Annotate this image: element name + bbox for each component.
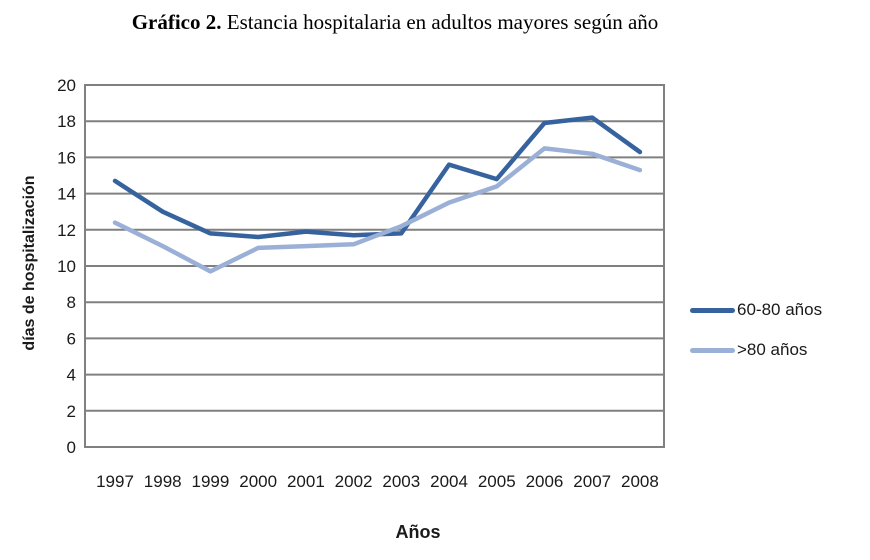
legend: 60-80 años >80 años (690, 300, 822, 360)
legend-line-sample-over-80 (690, 347, 735, 353)
y-tick-label: 14 (57, 185, 76, 204)
x-tick-label: 2008 (621, 472, 659, 491)
y-tick-label: 4 (67, 366, 76, 385)
x-tick-label: 2001 (287, 472, 325, 491)
y-tick-label: 20 (57, 76, 76, 95)
y-tick-label: 6 (67, 329, 76, 348)
page-title: Gráfico 2. Estancia hospitalaria en adul… (0, 10, 790, 35)
x-tick-label: 2006 (526, 472, 564, 491)
y-tick-label: 12 (57, 221, 76, 240)
title-prefix: Gráfico 2. (131, 10, 222, 34)
y-tick-label: 16 (57, 148, 76, 167)
y-tick-label: 18 (57, 112, 76, 131)
y-tick-label: 8 (67, 293, 76, 312)
x-tick-label: 2000 (239, 472, 277, 491)
plot-border (84, 84, 665, 448)
x-tick-label: 2007 (573, 472, 611, 491)
legend-label-60-80: 60-80 años (737, 300, 823, 319)
x-tick-label: 2003 (382, 472, 420, 491)
y-tick-label: 10 (57, 257, 76, 276)
series-line-1 (112, 146, 643, 274)
title-text: Estancia hospitalaria en adultos mayores… (221, 10, 659, 34)
series-line-0 (112, 115, 643, 240)
x-axis-title: Años (395, 522, 441, 542)
x-tick-label: 1998 (144, 472, 182, 491)
x-tick-label: 1997 (96, 472, 134, 491)
y-tick-label: 0 (67, 438, 76, 457)
y-tick-label: 2 (67, 402, 76, 421)
x-tick-label: 1999 (192, 472, 230, 491)
legend-item-over-80: >80 años (690, 340, 822, 360)
x-tick-label: 2005 (478, 472, 516, 491)
x-tick-label: 2004 (430, 472, 468, 491)
legend-item-60-80: 60-80 años (690, 300, 822, 320)
legend-line-sample-60-80 (690, 307, 735, 313)
legend-label-over-80: >80 años (737, 340, 808, 359)
x-tick-label: 2002 (335, 472, 373, 491)
